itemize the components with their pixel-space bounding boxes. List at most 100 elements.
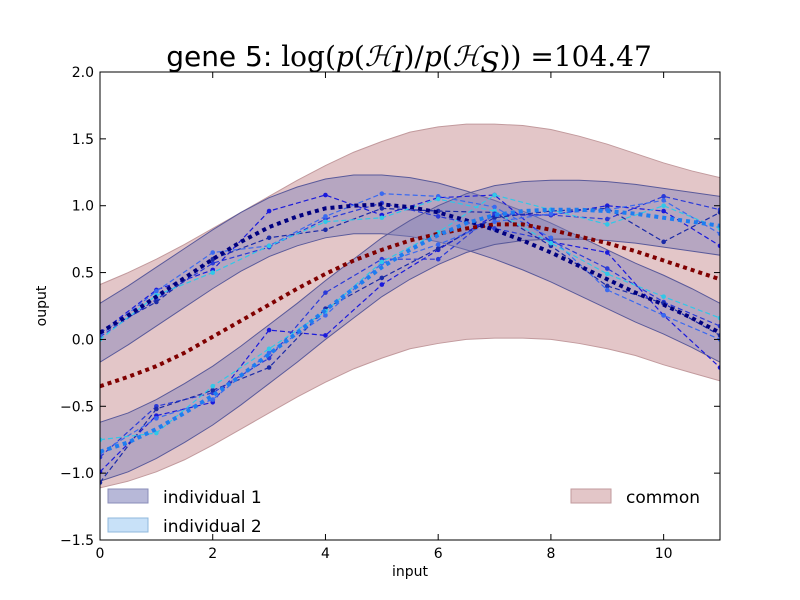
replicate-point-5-4 (266, 243, 272, 249)
replicate-point-10-1 (100, 437, 103, 443)
replicate-point-7-11 (661, 194, 666, 199)
replicate-point-1-4 (266, 208, 272, 214)
replicate-point-9-2 (154, 416, 159, 421)
replicate-point-2-10 (604, 266, 610, 271)
replicate-point-2-7 (435, 214, 441, 219)
y-tick-label-2: −0.5 (60, 399, 94, 415)
replicate-point-7-7 (435, 256, 441, 262)
title-paren1: ( (354, 40, 365, 73)
replicate-point-5-10 (604, 271, 610, 277)
replicate-point-8-7 (435, 246, 441, 251)
replicate-line-1 (100, 194, 720, 368)
replicate-point-9-11 (661, 198, 666, 203)
replicate-point-10-3 (210, 383, 216, 389)
x-tick-label-4: 4 (321, 546, 330, 562)
replicate-point-9-5 (323, 313, 328, 318)
replicate-point-5-9 (548, 240, 554, 246)
replicate-point-10-11 (661, 203, 666, 209)
replicate-point-2-3 (210, 260, 216, 266)
legend-label-individual-1: individual 1 (163, 488, 262, 508)
y-tick-label-7: 2.0 (72, 65, 94, 81)
title-p1: p (336, 40, 354, 73)
replicate-point-8-1 (100, 480, 103, 485)
replicate-point-6-5 (323, 333, 328, 338)
mean-curve-common-mean (100, 222, 720, 389)
mean-curve-individual-2-mean (100, 207, 720, 454)
replicate-point-1-5 (323, 192, 328, 198)
plot-area (100, 123, 720, 489)
replicate-line-7 (100, 195, 720, 458)
y-tick-label-6: 1.5 (72, 132, 94, 148)
title-p2: p (424, 40, 442, 73)
replicate-point-1-10 (604, 250, 610, 255)
title-value: =104.47 (521, 40, 651, 73)
replicate-point-4-1 (100, 333, 103, 338)
replicate-point-3-2 (154, 299, 159, 305)
replicate-point-8-2 (154, 406, 159, 412)
y-tick-label-1: −1.0 (60, 466, 94, 482)
replicate-line-10 (100, 194, 720, 441)
x-tick-label-6: 6 (434, 546, 443, 562)
replicate-line-5 (100, 198, 720, 340)
replicate-point-10-6 (379, 259, 385, 265)
x-tick-label-10: 10 (655, 546, 673, 562)
replicate-point-4-3 (210, 250, 216, 255)
y-tick-label-0: −1.5 (60, 533, 94, 549)
replicate-point-5-5 (323, 219, 328, 225)
title-sub-s: S (480, 46, 499, 79)
replicate-point-10-8 (492, 192, 497, 198)
replicate-point-2-12 (717, 323, 720, 329)
band-common (100, 123, 720, 489)
legend: individual 1 individual 2 common (107, 488, 700, 537)
axes-frame (99, 71, 721, 541)
legend-swatch-common (570, 488, 612, 504)
mean-curve-individual-1-mean (100, 202, 720, 335)
x-axis: 0 2 4 6 8 10 (96, 72, 673, 562)
replicate-line-4 (100, 193, 720, 340)
replicate-point-4-2 (154, 288, 159, 294)
replicate-line-2 (100, 202, 720, 338)
legend-label-individual-2: individual 2 (163, 517, 262, 537)
x-tick-label-8: 8 (546, 546, 555, 562)
title-prefix: gene 5: (166, 40, 281, 73)
y-tick-label-3: 0.0 (72, 332, 94, 348)
title-div: )/ (404, 40, 425, 73)
replicate-point-4-11 (661, 313, 666, 318)
title-log: log( (281, 40, 336, 73)
title-paren2: ( (442, 40, 453, 73)
title-h1: ℋ (365, 40, 397, 73)
replicate-point-4-8 (492, 204, 497, 210)
replicate-point-5-6 (379, 215, 385, 221)
replicate-point-9-7 (435, 242, 441, 247)
replicate-point-9-8 (492, 219, 497, 225)
replicate-point-8-6 (379, 275, 385, 281)
x-axis-label: input (392, 564, 429, 580)
replicate-point-8-4 (266, 365, 272, 370)
replicate-point-3-12 (717, 333, 720, 338)
y-tick-label-5: 1.0 (72, 199, 94, 215)
replicate-point-10-10 (604, 222, 610, 227)
replicate-point-7-10 (604, 216, 610, 222)
replicate-point-3-4 (266, 235, 272, 241)
replicate-point-5-11 (661, 294, 666, 299)
replicate-point-4-6 (379, 191, 385, 196)
replicate-point-8-3 (210, 387, 216, 393)
x-tick-label-0: 0 (96, 546, 105, 562)
replicate-point-10-2 (154, 430, 159, 436)
replicate-line-6 (100, 205, 720, 473)
y-axis: −1.5 −1.0 −0.5 0.0 0.5 1.0 1.5 2.0 (60, 65, 720, 549)
title-h2: ℋ (453, 40, 485, 73)
replicate-point-5-7 (435, 196, 441, 202)
replicate-point-5-3 (210, 270, 216, 275)
replicate-point-5-12 (717, 315, 720, 321)
legend-swatch-individual-1 (107, 488, 149, 504)
replicate-point-6-4 (266, 327, 272, 333)
band-individual-1 (100, 174, 720, 363)
replicate-point-10-4 (266, 346, 272, 352)
replicate-point-9-9 (548, 211, 554, 217)
replicate-point-9-12 (717, 231, 720, 237)
y-tick-label-4: 0.5 (72, 266, 94, 282)
replicate-point-3-5 (323, 227, 328, 233)
replicate-point-7-5 (323, 290, 328, 295)
